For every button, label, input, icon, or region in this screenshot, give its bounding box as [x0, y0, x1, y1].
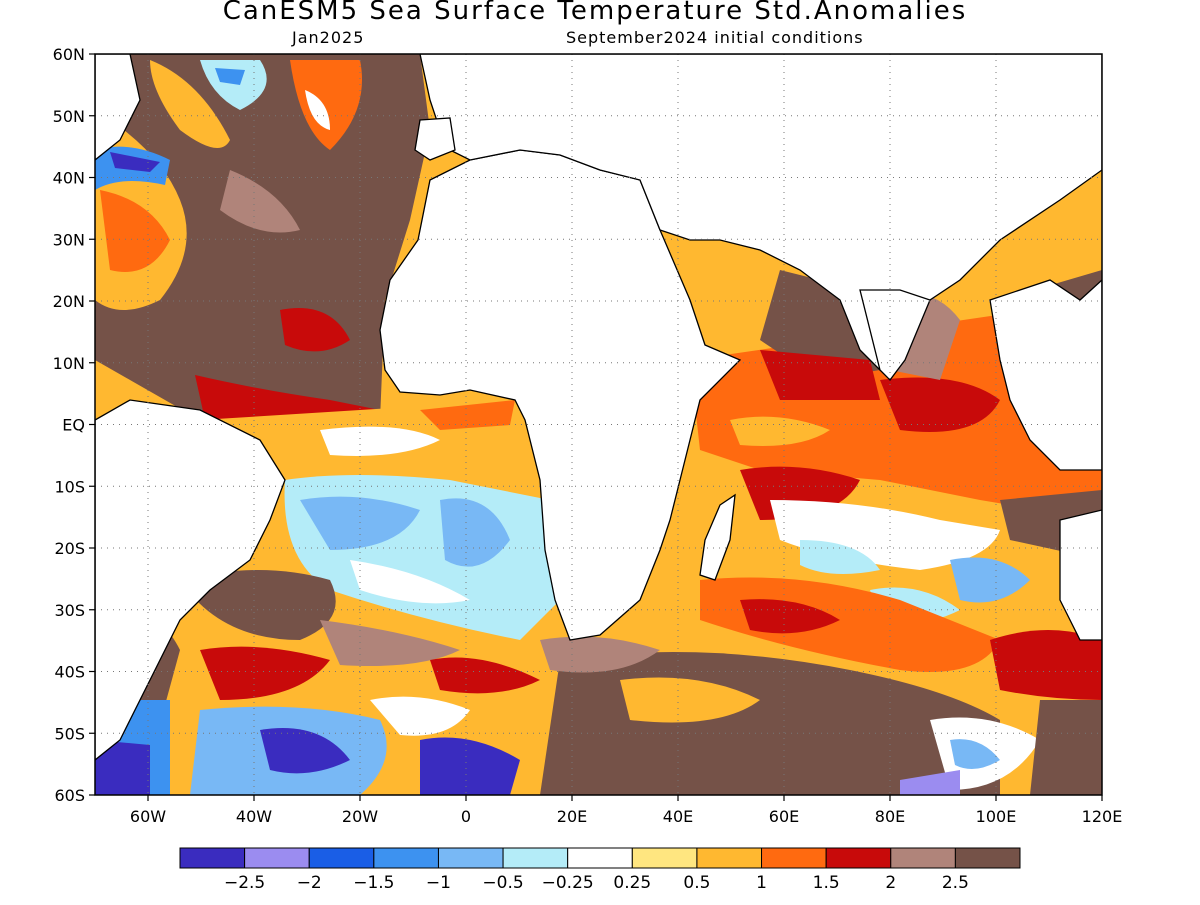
colorbar-label: 0.5 [683, 873, 710, 893]
lat-label: 50N [53, 107, 85, 126]
chart-title: CanESM5 Sea Surface Temperature Std.Anom… [222, 0, 968, 26]
forecast-month: Jan2025 [292, 28, 365, 47]
lon-label: 20E [557, 807, 587, 826]
australia [1059, 509, 1102, 641]
colorbar-label: 1.5 [813, 873, 840, 893]
india-peninsula [859, 289, 931, 381]
colorbar-label: −0.25 [542, 873, 594, 893]
lon-label: 0 [461, 807, 471, 826]
lon-label: 40W [236, 807, 272, 826]
colorbar-swatch [502, 847, 569, 869]
colorbar-swatch [567, 847, 633, 869]
lon-label: 100E [976, 807, 1017, 826]
lat-label: 30S [54, 601, 85, 620]
colorbar-swatch [373, 847, 439, 869]
north-america [95, 54, 141, 161]
colorbar-swatch [631, 847, 698, 869]
colorbar-swatch [308, 847, 375, 869]
colorbar-swatch [761, 847, 827, 869]
colorbar-swatch [696, 847, 763, 869]
land [95, 54, 1102, 761]
colorbar-label: −1.5 [353, 873, 394, 893]
south-america [95, 399, 286, 761]
lat-label: 30N [53, 230, 85, 249]
lon-label: 60E [769, 807, 799, 826]
colorbar-label: −2 [297, 873, 322, 893]
southeast-asia [989, 279, 1102, 471]
initial-conditions: September2024 initial conditions [566, 28, 864, 47]
madagascar [699, 493, 736, 581]
lat-label: 20S [54, 539, 85, 558]
lat-label: 50S [54, 724, 85, 743]
longitude-labels: 60W 40W 20W 0 20E 40E 60E 80E 100E 120E [130, 795, 1122, 826]
lon-label: 40E [663, 807, 693, 826]
colorbar-swatch [890, 847, 956, 869]
colorbar-swatch [437, 847, 504, 869]
colorbar-label: −1 [426, 873, 451, 893]
colorbar-swatch [954, 847, 1021, 869]
colorbar-swatch [179, 847, 246, 869]
colorbar-swatch [825, 847, 892, 869]
lat-label: EQ [62, 416, 85, 435]
lon-label: 80E [875, 807, 905, 826]
lat-label: 20N [53, 292, 85, 311]
colorbar-label: −2.5 [224, 873, 265, 893]
europe-continent [419, 54, 1102, 372]
lat-label: 60N [53, 45, 85, 64]
colorbar-label: −0.5 [482, 873, 523, 893]
lat-label: 60S [54, 786, 85, 805]
colorbar-label: 2 [885, 873, 896, 893]
latitude-labels: 60N 50N 40N 30N 20N 10N EQ 10S 20S 30S 40S 50S 60S [53, 45, 95, 805]
lon-label: 120E [1082, 807, 1123, 826]
lat-label: 10N [53, 354, 85, 373]
lat-label: 40N [53, 169, 85, 188]
colorbar: −2.5 −2 −1.5 −1 −0.5 −0.25 0.25 0.5 1 1.5 2 2.5 [179, 847, 1021, 893]
colorbar-label: 2.5 [942, 873, 969, 893]
lon-label: 60W [130, 807, 166, 826]
iberia [414, 117, 456, 161]
lat-label: 40S [54, 663, 85, 682]
lat-label: 10S [54, 477, 85, 496]
colorbar-label: 0.25 [613, 873, 651, 893]
lon-label: 20W [342, 807, 378, 826]
colorbar-swatch [244, 847, 310, 869]
colorbar-label: 1 [756, 873, 767, 893]
